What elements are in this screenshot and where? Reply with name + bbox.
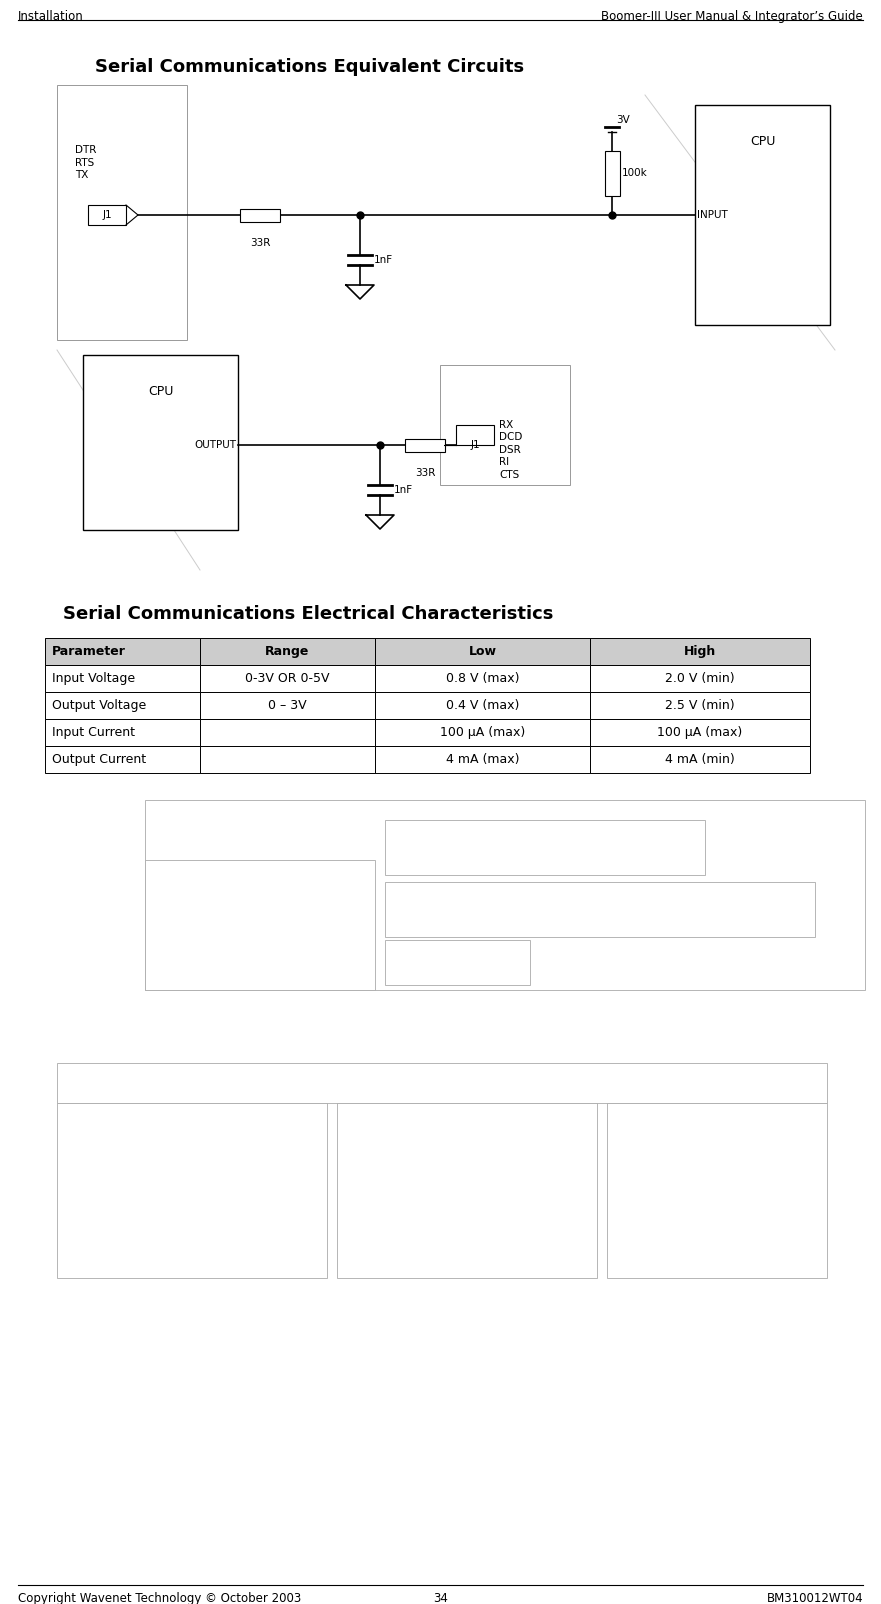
Bar	[375, 719, 590, 746]
Bar	[57, 85, 187, 340]
Bar	[83, 354, 238, 529]
Bar	[45, 638, 200, 666]
Bar	[45, 691, 200, 719]
Text: J1: J1	[102, 210, 112, 220]
Text: Output Voltage: Output Voltage	[52, 699, 146, 712]
Text: Installation: Installation	[18, 10, 84, 22]
Bar	[440, 366, 570, 484]
Bar	[337, 1104, 597, 1278]
Bar	[45, 746, 200, 773]
Bar	[695, 104, 830, 326]
Bar	[200, 691, 375, 719]
Text: 4 mA (max): 4 mA (max)	[446, 752, 519, 767]
Text: 3V: 3V	[616, 115, 630, 125]
Bar	[200, 719, 375, 746]
Bar	[57, 1063, 827, 1104]
Bar	[375, 746, 590, 773]
Text: Output Current: Output Current	[52, 752, 146, 767]
Text: 4 mA (min): 4 mA (min)	[665, 752, 735, 767]
Text: DTR
RTS
TX: DTR RTS TX	[75, 146, 96, 180]
Text: 0 – 3V: 0 – 3V	[268, 699, 307, 712]
Bar	[57, 1104, 327, 1278]
Bar	[200, 638, 375, 666]
Bar	[145, 800, 865, 990]
Text: 0-3V OR 0-5V: 0-3V OR 0-5V	[245, 672, 329, 685]
Text: 1nF: 1nF	[394, 484, 413, 496]
Bar	[590, 746, 810, 773]
Text: Copyright Wavenet Technology © October 2003: Copyright Wavenet Technology © October 2…	[18, 1593, 301, 1604]
Text: Low: Low	[469, 645, 497, 658]
Text: 2.5 V (min): 2.5 V (min)	[665, 699, 735, 712]
Bar	[385, 820, 705, 876]
Text: INPUT: INPUT	[697, 210, 728, 220]
Text: 100 µA (max): 100 µA (max)	[657, 727, 743, 739]
Bar	[590, 691, 810, 719]
Text: 1nF: 1nF	[374, 255, 393, 265]
Bar	[385, 882, 815, 937]
Bar	[200, 666, 375, 691]
Bar	[590, 638, 810, 666]
Text: 33R: 33R	[250, 239, 270, 249]
Bar	[200, 746, 375, 773]
Text: 34: 34	[433, 1593, 448, 1604]
Text: RX
DCD
DSR
RI
CTS: RX DCD DSR RI CTS	[499, 420, 522, 480]
Text: 100 µA (max): 100 µA (max)	[440, 727, 525, 739]
Bar	[385, 940, 530, 985]
Text: 33R: 33R	[415, 468, 435, 478]
Bar	[375, 691, 590, 719]
Text: 0.8 V (max): 0.8 V (max)	[446, 672, 519, 685]
Bar	[88, 205, 126, 225]
Text: BM310012WT04: BM310012WT04	[766, 1593, 863, 1604]
Text: 100k: 100k	[621, 168, 648, 178]
Text: J1: J1	[470, 439, 480, 451]
Text: CPU: CPU	[750, 135, 775, 148]
Bar	[405, 438, 445, 451]
Bar	[375, 638, 590, 666]
Text: Input Voltage: Input Voltage	[52, 672, 135, 685]
Bar	[375, 666, 590, 691]
Bar	[240, 209, 280, 221]
Text: Input Current: Input Current	[52, 727, 135, 739]
Text: 0.4 V (max): 0.4 V (max)	[446, 699, 519, 712]
Bar	[607, 1104, 827, 1278]
Text: 2.0 V (min): 2.0 V (min)	[665, 672, 735, 685]
Bar	[590, 719, 810, 746]
Text: High: High	[684, 645, 716, 658]
Bar	[590, 666, 810, 691]
Bar	[45, 666, 200, 691]
Text: Range: Range	[265, 645, 310, 658]
Bar	[604, 151, 619, 196]
Bar	[45, 719, 200, 746]
Bar	[456, 425, 494, 444]
Text: OUTPUT: OUTPUT	[194, 439, 236, 451]
Text: Serial Communications Electrical Characteristics: Serial Communications Electrical Charact…	[63, 605, 553, 622]
Text: CPU: CPU	[148, 385, 174, 398]
Text: Serial Communications Equivalent Circuits: Serial Communications Equivalent Circuit…	[95, 58, 524, 75]
Text: Parameter: Parameter	[52, 645, 126, 658]
Bar	[145, 860, 375, 990]
Text: Boomer-III User Manual & Integrator’s Guide: Boomer-III User Manual & Integrator’s Gu…	[601, 10, 863, 22]
